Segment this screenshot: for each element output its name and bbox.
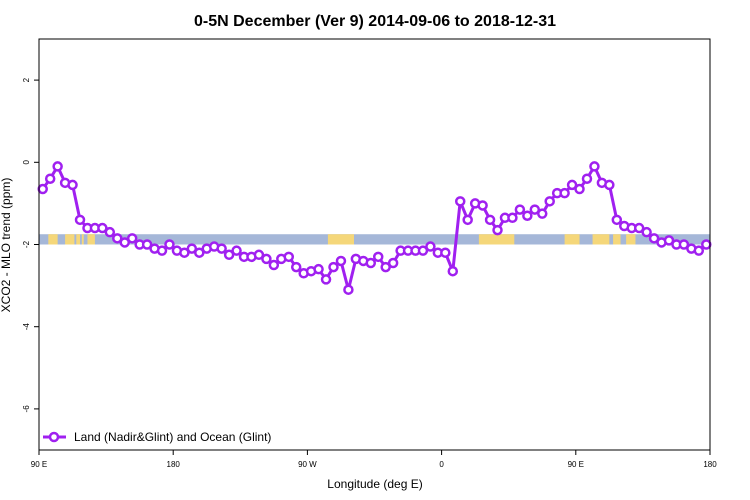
land-band-segment <box>327 234 354 245</box>
data-point <box>492 224 503 236</box>
x-axis-label: Longitude (deg E) <box>327 477 422 491</box>
x-tick-label: 0 <box>439 460 444 469</box>
data-point <box>223 249 235 261</box>
data-point <box>44 173 56 184</box>
data-point <box>447 265 459 277</box>
data-point <box>514 204 526 215</box>
chart-title: 0-5N December (Ver 9) 2014-09-06 to 2018… <box>194 13 556 30</box>
y-axis: 2 0 -2 -4 -6 <box>22 77 39 412</box>
data-point <box>522 210 533 221</box>
data-point <box>194 247 205 258</box>
data-point <box>544 196 555 207</box>
land-band-segment <box>87 234 95 245</box>
data-point <box>693 245 705 256</box>
data-point <box>484 214 496 226</box>
data-point <box>678 239 690 250</box>
data-point <box>648 233 660 244</box>
data-point <box>126 233 138 244</box>
land-band-segment <box>81 234 84 245</box>
data-point <box>477 200 488 211</box>
data-point <box>104 226 116 238</box>
y-axis-label: XCO2 - MLO trend (ppm) <box>0 178 13 313</box>
data-point <box>581 173 593 184</box>
data-point <box>328 261 339 273</box>
x-tick-label: 180 <box>167 460 181 469</box>
data-point <box>283 251 295 263</box>
data-point <box>417 245 429 256</box>
land-band-segment <box>65 234 75 245</box>
data-point <box>589 161 600 172</box>
x-tick-label: 90 E <box>31 460 47 469</box>
data-point <box>425 241 436 252</box>
x-axis: 90 E 180 90 W 0 90 E 180 <box>31 450 717 469</box>
y-tick-label: 0 <box>22 160 31 165</box>
y-tick-label: 2 <box>22 77 31 82</box>
legend: Land (Nadir&Glint) and Ocean (Glint) <box>43 430 271 444</box>
data-point <box>633 222 645 234</box>
data-point <box>574 183 585 195</box>
data-point <box>566 179 578 191</box>
data-point <box>186 243 198 254</box>
data-point <box>343 284 354 295</box>
data-point <box>604 179 615 191</box>
land-band-segment <box>613 234 621 245</box>
data-point <box>641 226 652 238</box>
data-point <box>67 179 78 191</box>
ocean-band <box>39 234 710 245</box>
data-point <box>74 214 86 226</box>
data-point <box>216 243 227 254</box>
y-tick-label: -2 <box>22 240 31 248</box>
data-point <box>529 204 541 215</box>
data-point <box>97 222 108 234</box>
data-point <box>52 161 63 172</box>
data-point <box>112 233 123 244</box>
data-point <box>454 196 466 207</box>
data-point <box>261 253 272 265</box>
land-band-segment <box>478 234 515 245</box>
data-point <box>559 187 570 199</box>
y-tick-label: -6 <box>22 405 31 413</box>
land-band-segment <box>564 234 580 245</box>
data-point <box>313 263 324 275</box>
data-point <box>119 237 130 248</box>
data-point <box>701 239 712 250</box>
data-point <box>268 259 280 271</box>
data-point <box>372 251 384 263</box>
land-band-segment <box>48 234 58 245</box>
x-tick-label: 90 E <box>568 460 584 469</box>
data-point <box>156 245 168 256</box>
data-point <box>290 261 302 273</box>
x-tick-label: 180 <box>703 460 717 469</box>
data-point <box>365 257 377 269</box>
y-tick-label: -4 <box>22 323 31 331</box>
data-point <box>380 261 391 273</box>
data-point <box>164 239 175 250</box>
data-point <box>37 183 48 195</box>
data-point <box>253 249 265 261</box>
series-layer <box>37 161 712 295</box>
data-point <box>320 274 332 285</box>
data-point <box>462 214 473 226</box>
data-point <box>507 212 518 224</box>
data-point <box>387 257 399 269</box>
data-point <box>231 245 242 256</box>
data-point <box>440 247 451 258</box>
x-tick-label: 90 W <box>298 460 317 469</box>
legend-label: Land (Nadir&Glint) and Ocean (Glint) <box>74 430 271 444</box>
data-point <box>335 255 347 267</box>
data-point <box>663 235 675 246</box>
legend-marker <box>48 431 60 443</box>
land-band-segment <box>592 234 610 245</box>
reference-band <box>39 234 710 245</box>
data-point <box>611 214 623 226</box>
land-band-segment <box>626 234 636 245</box>
data-point <box>537 208 548 219</box>
data-point <box>179 247 190 258</box>
data-point <box>141 239 153 250</box>
land-band-segment <box>76 234 81 245</box>
